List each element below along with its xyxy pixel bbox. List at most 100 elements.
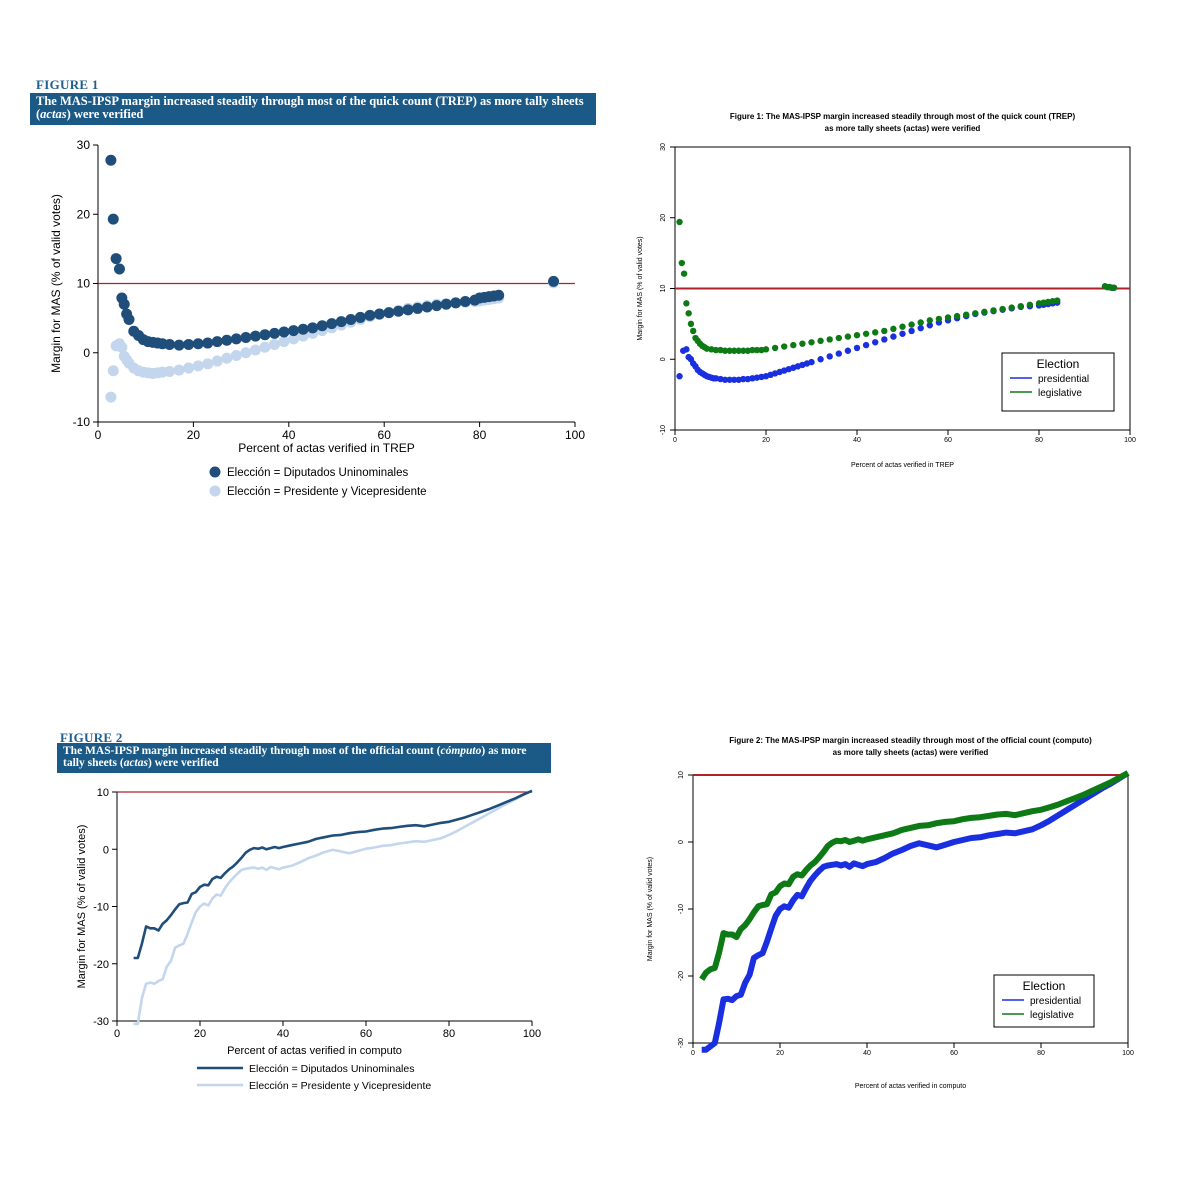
x-axis-label: Percent of actas verified in TREP bbox=[851, 462, 954, 469]
x-tick-label: 80 bbox=[1037, 1050, 1045, 1057]
data-point-series2 bbox=[790, 341, 797, 349]
data-point-series1 bbox=[297, 323, 309, 335]
data-point-series1 bbox=[881, 336, 888, 343]
data-point-series2 bbox=[740, 347, 747, 354]
data-point-series1 bbox=[288, 325, 300, 337]
data-point-series1 bbox=[107, 213, 119, 225]
data-point-series2 bbox=[249, 344, 261, 356]
data-point-series2 bbox=[721, 347, 729, 354]
data-point-series1 bbox=[183, 338, 195, 350]
figure2-title-italic2: actas bbox=[123, 757, 148, 769]
x-tick-label: 80 bbox=[443, 1028, 455, 1040]
chart-title-line2: as more tally sheets (actas) were verifi… bbox=[825, 124, 981, 133]
data-point-series2 bbox=[808, 339, 815, 346]
data-point-series2 bbox=[899, 323, 906, 330]
figure1-title-banner: The MAS-IPSP margin increased steadily t… bbox=[30, 93, 596, 125]
data-point-series2 bbox=[881, 327, 888, 335]
data-point-series2 bbox=[844, 333, 852, 340]
chart-repro-fig2: Figure 2: The MAS-IPSP margin increased … bbox=[647, 736, 1134, 1090]
series-line-series2 bbox=[699, 770, 1130, 981]
x-tick-label: 40 bbox=[282, 428, 296, 442]
x-tick-label: 0 bbox=[691, 1050, 695, 1057]
y-axis-label: Margin for MAS (% of valid votes) bbox=[647, 857, 654, 961]
figure2-title-italic: cómputo bbox=[440, 745, 482, 757]
legend-label: legislative bbox=[1038, 388, 1082, 399]
x-tick-label: 0 bbox=[95, 428, 102, 442]
data-point-series1 bbox=[890, 333, 897, 340]
data-point-series2 bbox=[826, 336, 833, 343]
data-point-series2 bbox=[890, 325, 897, 333]
data-point-series2 bbox=[799, 340, 806, 347]
x-tick-label: 20 bbox=[187, 428, 201, 442]
figure2-title-banner: The MAS-IPSP margin increased steadily t… bbox=[57, 743, 551, 773]
data-point-series2 bbox=[935, 315, 943, 323]
data-point-series2 bbox=[908, 321, 915, 328]
y-tick-label: -30 bbox=[93, 1016, 109, 1028]
data-point-series1 bbox=[844, 347, 852, 354]
data-point-series2 bbox=[680, 270, 688, 277]
data-point-series2 bbox=[726, 347, 733, 354]
x-tick-label: 20 bbox=[194, 1028, 206, 1040]
figure2-title-part-c: ) were verified bbox=[147, 757, 219, 769]
data-point-series2 bbox=[288, 333, 300, 345]
data-point-series1 bbox=[307, 322, 319, 334]
data-point-series2 bbox=[259, 341, 271, 353]
data-point-series2 bbox=[192, 360, 204, 372]
chart-title-line1: Figure 2: The MAS-IPSP margin increased … bbox=[729, 736, 1092, 745]
data-point-series1 bbox=[683, 346, 690, 353]
data-point-series2 bbox=[944, 314, 952, 321]
y-tick-label: 30 bbox=[77, 138, 91, 152]
y-tick-label: -10 bbox=[93, 902, 109, 914]
x-tick-label: 80 bbox=[473, 428, 487, 442]
data-point-series1 bbox=[826, 353, 833, 360]
figure2-title-part-b: ) as more tally sheets ( bbox=[63, 745, 527, 769]
data-point-series1 bbox=[123, 314, 135, 326]
chart-cepr-fig2: 0 20 40 60 80 100 -30 -20 -10 0 10 Percent of actas… bbox=[76, 787, 541, 1092]
data-point-series2 bbox=[676, 218, 683, 226]
x-tick-label: 40 bbox=[853, 437, 861, 444]
data-point-series2 bbox=[749, 346, 756, 354]
data-point-series2 bbox=[164, 365, 176, 377]
legend-label: legislative bbox=[1030, 1010, 1074, 1021]
x-tick-label: 100 bbox=[523, 1028, 541, 1040]
x-tick-label: 60 bbox=[378, 428, 392, 442]
data-point-series1 bbox=[110, 253, 122, 265]
data-point-series1 bbox=[335, 316, 347, 328]
data-point-series2 bbox=[712, 346, 720, 354]
data-point-series1 bbox=[730, 376, 738, 383]
data-point-series1 bbox=[230, 333, 242, 345]
legend-label: Elección = Presidente y Vicepresidente bbox=[227, 486, 427, 498]
chart-cepr-fig1: 0 20 40 60 80 100 -10 0 10 20 30 Percent of actas v… bbox=[49, 138, 585, 498]
chart-repro-fig1: Figure 1: The MAS-IPSP margin increased … bbox=[637, 112, 1136, 469]
x-axis-label: Percent of actas verified in TREP bbox=[238, 441, 415, 455]
x-tick-label: 0 bbox=[114, 1028, 120, 1040]
y-tick-label: 10 bbox=[678, 771, 685, 779]
data-point-series1 bbox=[862, 341, 870, 349]
data-point-series2 bbox=[211, 355, 223, 367]
data-point-series1 bbox=[383, 307, 395, 319]
legend-label: Elección = Diputados Uninominales bbox=[249, 1063, 414, 1075]
y-tick-label: -20 bbox=[678, 971, 685, 981]
data-point-series1 bbox=[373, 308, 385, 320]
data-point-series1 bbox=[440, 298, 452, 310]
data-point-series2 bbox=[1110, 284, 1118, 291]
data-point-series2 bbox=[771, 344, 779, 352]
data-point-series1 bbox=[249, 330, 261, 342]
data-point-series2 bbox=[690, 327, 697, 335]
data-point-series1 bbox=[835, 350, 842, 357]
data-point-series1 bbox=[202, 337, 214, 349]
y-tick-label: 0 bbox=[660, 357, 667, 361]
legend-marker bbox=[209, 466, 221, 478]
data-point-series1 bbox=[393, 305, 405, 317]
figure1-label: FIGURE 1 bbox=[36, 77, 99, 92]
y-tick-label: 0 bbox=[83, 346, 90, 360]
y-tick-label: -10 bbox=[73, 415, 91, 429]
data-point-series1 bbox=[676, 373, 683, 380]
data-point-series1 bbox=[345, 314, 357, 326]
x-axis-label: Percent of actas verified in computo bbox=[855, 1083, 966, 1090]
data-point-series2 bbox=[105, 391, 117, 403]
data-point-series2 bbox=[1026, 301, 1034, 308]
data-point-series2 bbox=[872, 329, 879, 336]
data-point-series2 bbox=[230, 350, 242, 362]
data-point-series1 bbox=[421, 301, 433, 313]
